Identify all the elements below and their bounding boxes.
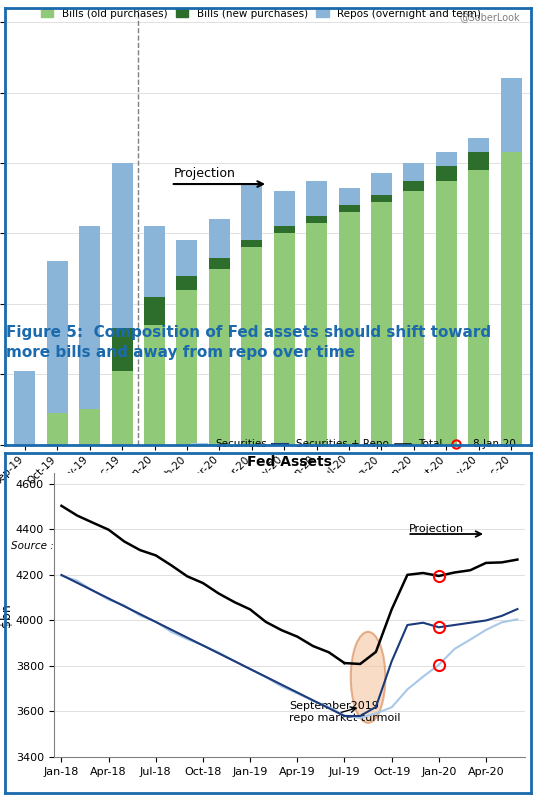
Bar [209,258,230,268]
Bar [144,325,165,445]
Bar [241,248,262,445]
Bar [111,163,132,328]
Text: Source : New York Fed, Deutsche Bank: Source : New York Fed, Deutsche Bank [11,541,212,550]
Y-axis label: $bn: $bn [0,603,13,626]
Bar [404,180,425,191]
Bar [501,78,522,152]
Text: Figure 5:  Composition of Fed assets should shift toward
more bills and away fro: Figure 5: Composition of Fed assets shou… [6,324,492,360]
Bar [274,233,295,445]
Text: September2019
repo market turmoil: September2019 repo market turmoil [289,701,401,723]
Bar [111,371,132,445]
Bar [371,174,392,195]
Bar [306,180,327,215]
Ellipse shape [351,632,385,723]
Bar [501,152,522,445]
Bar [404,191,425,445]
Bar [468,152,489,170]
Bar [339,212,360,445]
Bar [436,167,457,180]
Bar [306,223,327,445]
Legend: Bills (old purchases), Bills (new purchases), Repos (overnight and term): Bills (old purchases), Bills (new purcha… [37,5,485,22]
Bar [176,276,197,290]
Bar [241,184,262,240]
Bar [144,226,165,296]
Bar [468,139,489,152]
Bar [47,261,68,413]
Bar [274,191,295,226]
Bar [14,371,35,445]
Bar [371,202,392,445]
Bar [436,152,457,167]
Bar [468,170,489,445]
Bar [306,215,327,223]
Bar [144,296,165,325]
Text: @SoberLook: @SoberLook [459,12,520,22]
Bar [404,163,425,180]
Text: Projection: Projection [409,524,464,533]
Bar [209,268,230,445]
Bar [436,180,457,445]
Bar [79,409,100,445]
Bar [274,226,295,233]
Title: Fed Assets: Fed Assets [247,455,332,469]
Legend: Securities, Securities + Repo, Total, 8-Jan-20: Securities, Securities + Repo, Total, 8-… [188,435,520,453]
Bar [111,328,132,371]
Bar [339,187,360,205]
Bar [241,240,262,248]
Text: Projection: Projection [174,167,236,180]
Bar [176,240,197,276]
Bar [371,195,392,202]
Bar [209,219,230,258]
Bar [176,290,197,445]
Bar [47,413,68,445]
Bar [79,226,100,409]
Bar [339,205,360,212]
